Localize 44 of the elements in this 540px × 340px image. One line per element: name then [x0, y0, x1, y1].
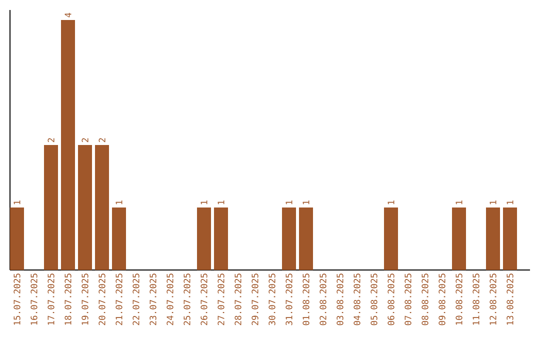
- x-tick-label: 18.07.2025: [64, 274, 72, 325]
- x-tick-label: 07.08.2025: [404, 274, 412, 326]
- data-label: 2: [82, 138, 88, 142]
- x-tick-label: 10.08.2025: [456, 274, 462, 325]
- data-label: 2: [98, 138, 106, 142]
- x-tick-label: 16.07.2025: [30, 274, 38, 325]
- x-tick-label: 11.08.2025: [472, 274, 480, 325]
- x-tick-label: 06.08.2025: [388, 274, 394, 326]
- x-tick-label: 21.07.2025: [116, 274, 122, 326]
- data-label: 1: [14, 200, 20, 204]
- x-tick-label: 04.08.2025: [354, 274, 360, 326]
- x-tick-label: 13.08.2025: [506, 274, 514, 325]
- x-tick-label: 31.07.2025: [286, 274, 292, 326]
- data-label: 1: [490, 200, 496, 204]
- data-label: 2: [48, 138, 54, 142]
- x-tick-label: 03.08.2025: [336, 274, 344, 326]
- data-label: 1: [302, 200, 310, 204]
- x-tick-label: 09.08.2025: [438, 274, 446, 326]
- data-label: 1: [116, 200, 122, 204]
- x-tick-label: 05.08.2025: [370, 274, 378, 326]
- data-label: 1: [200, 200, 208, 204]
- x-tick-label: 29.07.2025: [252, 274, 258, 326]
- x-tick-label: 28.07.2025: [234, 274, 242, 326]
- data-label: 1: [506, 200, 514, 204]
- x-tick-label: 12.08.2025: [490, 274, 496, 325]
- x-tick-label: 19.07.2025: [82, 274, 88, 325]
- x-tick-label: 22.07.2025: [132, 274, 140, 326]
- x-tick-label: 30.07.2025: [268, 274, 276, 326]
- data-label: 1: [218, 200, 224, 204]
- x-tick-label: 02.08.2025: [320, 274, 326, 326]
- x-tick-label: 23.07.2025: [150, 274, 156, 326]
- data-label: 1: [286, 200, 292, 204]
- x-tick-label: 01.08.2025: [302, 274, 310, 326]
- data-label: 1: [456, 200, 462, 204]
- data-label: 1: [388, 200, 394, 204]
- x-tick-label: 26.07.2025: [200, 274, 208, 326]
- x-tick-label: 25.07.2025: [184, 274, 190, 326]
- x-tick-label: 08.08.2025: [422, 274, 428, 326]
- x-tick-label: 15.07.2025: [14, 274, 20, 325]
- x-tick-label: 20.07.2025: [98, 274, 106, 326]
- x-tick-label: 24.07.2025: [166, 274, 174, 326]
- x-tick-label: 27.07.2025: [218, 274, 224, 326]
- x-tick-label: 17.07.2025: [48, 274, 54, 325]
- data-label: 4: [64, 12, 72, 18]
